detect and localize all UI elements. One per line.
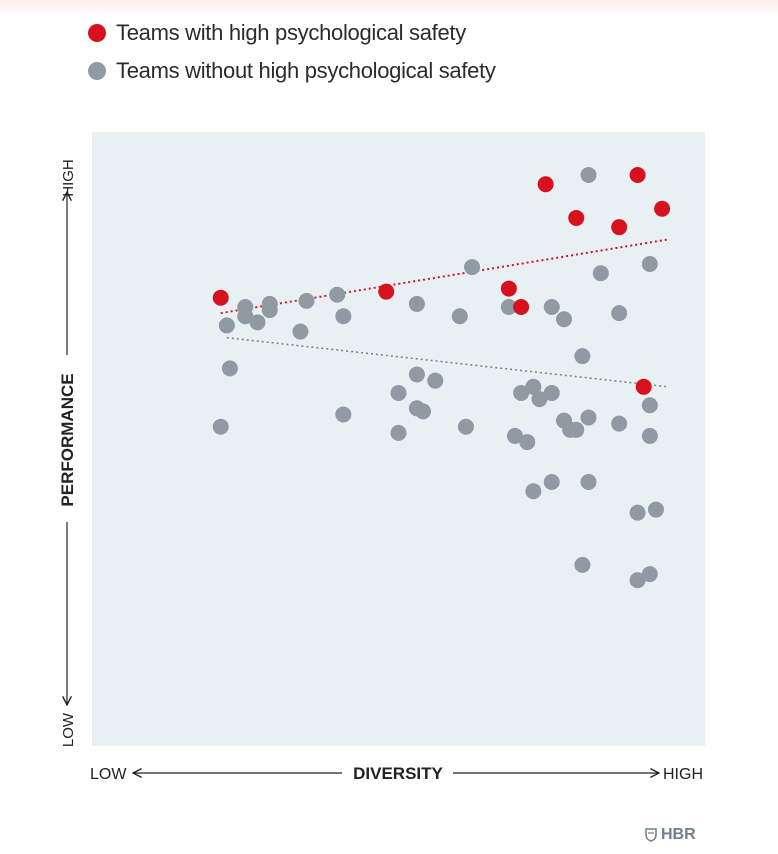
legend-swatch-high [88, 24, 106, 42]
x-axis-high-label: HIGH [663, 766, 703, 783]
x-axis-title: DIVERSITY [353, 764, 443, 783]
scatter-point-without-10 [335, 308, 352, 325]
top-tint [0, 0, 778, 18]
scatter-point-high-5 [568, 209, 585, 226]
scatter-point-without-11 [335, 406, 352, 423]
scatter-point-without-28 [525, 483, 542, 500]
scatter-point-without-38 [574, 556, 591, 573]
legend-label-without: Teams without high psychological safety [116, 58, 496, 83]
scatter-point-without-50 [641, 566, 658, 583]
scatter-point-high-7 [629, 166, 646, 183]
scatter-point-without-42 [592, 265, 609, 282]
hbr-logo: HBR [645, 826, 696, 844]
scatter-point-high-3 [513, 298, 530, 315]
scatter-point-high-9 [654, 200, 671, 217]
scatter-point-without-20 [451, 308, 468, 325]
scatter-point-high-6 [611, 219, 628, 236]
scatter-point-without-37 [574, 348, 591, 365]
scatter-point-without-14 [390, 384, 407, 401]
scatter-point-without-16 [408, 366, 425, 383]
scatter-point-without-45 [629, 504, 646, 521]
x-axis-low-label: LOW [90, 766, 127, 783]
scatter-point-without-29 [531, 391, 548, 408]
trend-line-high [220, 238, 669, 315]
scatter-point-without-49 [641, 427, 658, 444]
scatter-point-without-51 [647, 501, 664, 518]
scatter-point-without-19 [427, 372, 444, 389]
scatter-point-without-44 [611, 305, 628, 322]
legend-item-without: Teams without high psychological safety [88, 52, 496, 90]
y-axis-low-label: LOW [60, 712, 77, 747]
scatter-point-without-9 [292, 323, 309, 340]
scatter-point-without-40 [580, 473, 597, 490]
scatter-point-high-4 [537, 176, 554, 193]
scatter-point-without-22 [464, 259, 481, 276]
scatter-point-without-5 [249, 314, 266, 331]
scatter-point-high-0 [212, 289, 229, 306]
scatter-point-high-2 [500, 280, 517, 297]
scatter-point-without-2 [212, 418, 229, 435]
scatter-point-without-48 [641, 397, 658, 414]
hbr-logo-text: HBR [661, 826, 696, 843]
scatter-point-without-43 [611, 415, 628, 432]
scatter-point-without-15 [390, 424, 407, 441]
scatter-point-without-30 [543, 298, 560, 315]
chart-marks [212, 166, 671, 589]
scatter-point-without-1 [221, 360, 238, 377]
legend-item-high: Teams with high psychological safety [88, 14, 496, 52]
y-axis-high-label: HIGH [60, 159, 77, 197]
scatter-point-without-8 [298, 292, 315, 309]
scatter-point-without-24 [506, 427, 523, 444]
scatter-point-without-18 [415, 403, 432, 420]
scatter-point-without-46 [629, 572, 646, 589]
scatter-point-without-26 [519, 434, 536, 451]
trend-line-without [226, 336, 669, 388]
scatter-point-without-39 [580, 409, 597, 426]
y-axis-title: PERFORMANCE [58, 373, 77, 506]
scatter-point-without-31 [543, 384, 560, 401]
scatter-point-without-21 [457, 418, 474, 435]
scatter-point-without-36 [568, 421, 585, 438]
scatter-point-without-12 [329, 286, 346, 303]
scatter-point-without-27 [525, 378, 542, 395]
scatter-point-high-8 [635, 378, 652, 395]
scatter-point-without-7 [261, 302, 278, 319]
scatter-point-high-1 [378, 283, 395, 300]
scatter-point-without-34 [556, 311, 573, 328]
scatter-point-without-0 [218, 317, 235, 334]
scatter-point-without-25 [513, 384, 530, 401]
shield-icon [645, 828, 657, 842]
legend: Teams with high psychological safety Tea… [88, 14, 496, 90]
scatter-point-without-23 [500, 298, 517, 315]
legend-swatch-without [88, 62, 106, 80]
scatter-point-without-47 [641, 256, 658, 273]
legend-label-high: Teams with high psychological safety [116, 20, 466, 45]
scatter-point-without-4 [237, 308, 254, 325]
scatter-point-without-13 [408, 295, 425, 312]
scatter-point-without-41 [580, 166, 597, 183]
scatter-point-without-32 [543, 473, 560, 490]
